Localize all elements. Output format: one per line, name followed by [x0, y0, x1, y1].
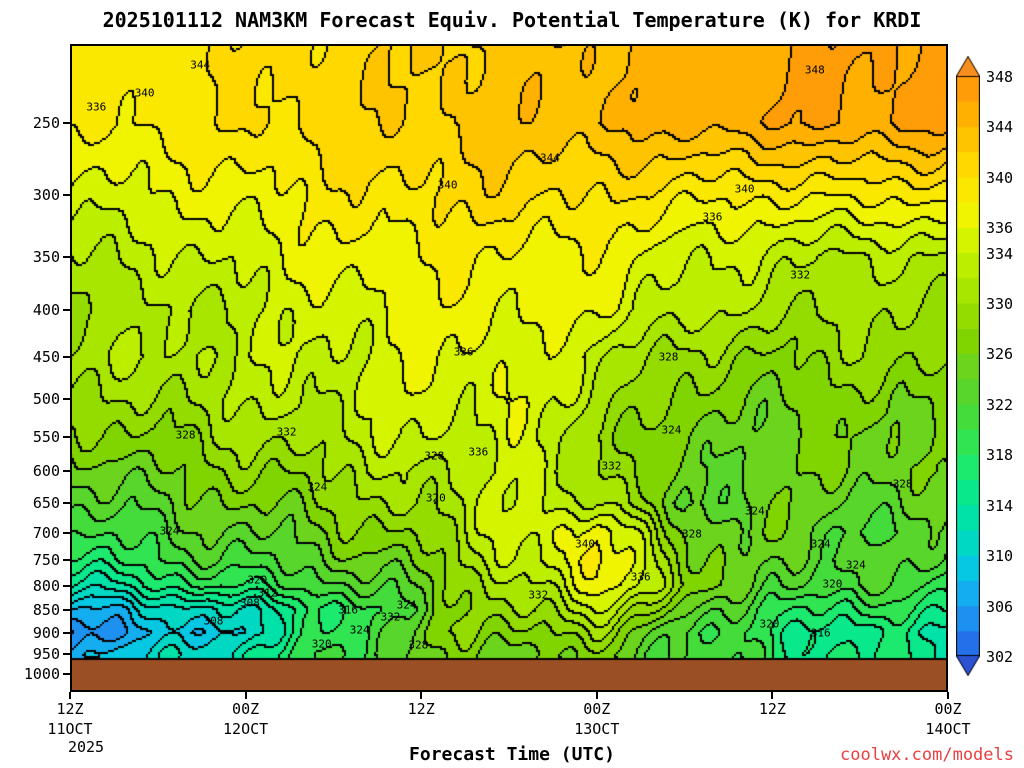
y-tick-mark [63, 397, 70, 400]
y-tick-mark [63, 255, 70, 258]
y-tick-mark [63, 653, 70, 656]
colorbar [956, 56, 980, 676]
x-date-label: 11OCT [47, 720, 93, 738]
colorbar-tick-label: 306 [986, 597, 1014, 616]
colorbar-tick-label: 330 [986, 294, 1014, 313]
colorbar-tick-label: 340 [986, 168, 1014, 187]
chart-title: 2025101112 NAM3KM Forecast Equiv. Potent… [102, 8, 922, 32]
x-date-label: 12OCT [223, 720, 269, 738]
y-tick-mark [63, 559, 70, 562]
y-tick-label: 1000 [23, 665, 60, 684]
y-tick-label: 450 [32, 347, 60, 366]
y-tick-label: 750 [32, 551, 60, 570]
y-tick-mark [63, 608, 70, 611]
x-date-label: 13OCT [574, 720, 620, 738]
y-tick-mark [63, 308, 70, 311]
x-tick-mark [244, 692, 247, 699]
x-tick-label: 00Z [583, 700, 611, 718]
colorbar-tick-label: 326 [986, 345, 1014, 364]
y-tick-mark [63, 435, 70, 438]
y-tick-mark [63, 470, 70, 473]
x-tick-label: 00Z [934, 700, 962, 718]
y-tick-label: 950 [32, 645, 60, 664]
y-tick-mark [63, 121, 70, 124]
y-tick-mark [63, 584, 70, 587]
y-tick-label: 250 [32, 113, 60, 132]
y-tick-label: 900 [32, 623, 60, 642]
colorbar-tick-label: 348 [986, 68, 1014, 86]
y-tick-label: 800 [32, 576, 60, 595]
x-tick-mark [947, 692, 949, 699]
colorbar-tick-label: 318 [986, 446, 1014, 465]
x-tick-mark [69, 692, 71, 699]
y-tick-label: 300 [32, 186, 60, 205]
x-date-label: 14OCT [925, 720, 971, 738]
x-tick-mark [595, 692, 598, 699]
x-tick-label: 12Z [407, 700, 435, 718]
y-tick-label: 400 [32, 300, 60, 319]
y-tick-mark [63, 531, 70, 534]
colorbar-tick-label: 322 [986, 395, 1014, 414]
y-tick-mark [63, 502, 70, 505]
x-tick-mark [771, 692, 774, 699]
y-tick-label: 700 [32, 523, 60, 542]
y-tick-label: 550 [32, 427, 60, 446]
y-tick-label: 350 [32, 247, 60, 266]
colorbar-tick-label: 334 [986, 244, 1014, 263]
x-tick-label: 12Z [56, 700, 84, 718]
colorbar-tick-label: 344 [986, 118, 1014, 137]
y-tick-mark [63, 355, 70, 358]
x-tick-label: 00Z [232, 700, 260, 718]
x-axis-title: Forecast Time (UTC) [409, 744, 615, 765]
y-tick-label: 500 [32, 389, 60, 408]
x-tick-mark [420, 692, 423, 699]
y-tick-label: 650 [32, 494, 60, 513]
y-tick-mark [63, 673, 70, 676]
colorbar-tick-label: 336 [986, 219, 1014, 238]
watermark-link[interactable]: coolwx.com/models [840, 745, 1014, 765]
y-tick-mark [63, 194, 70, 197]
x-year-label: 2025 [67, 738, 105, 756]
colorbar-tick-label: 310 [986, 547, 1014, 566]
colorbar-tick-label: 314 [986, 496, 1014, 515]
x-tick-label: 12Z [758, 700, 786, 718]
y-tick-mark [63, 631, 70, 634]
colorbar-tick-label: 302 [986, 648, 1014, 666]
y-tick-label: 850 [32, 600, 60, 619]
thetae-time-height-plot [70, 44, 948, 692]
y-tick-label: 600 [32, 462, 60, 481]
